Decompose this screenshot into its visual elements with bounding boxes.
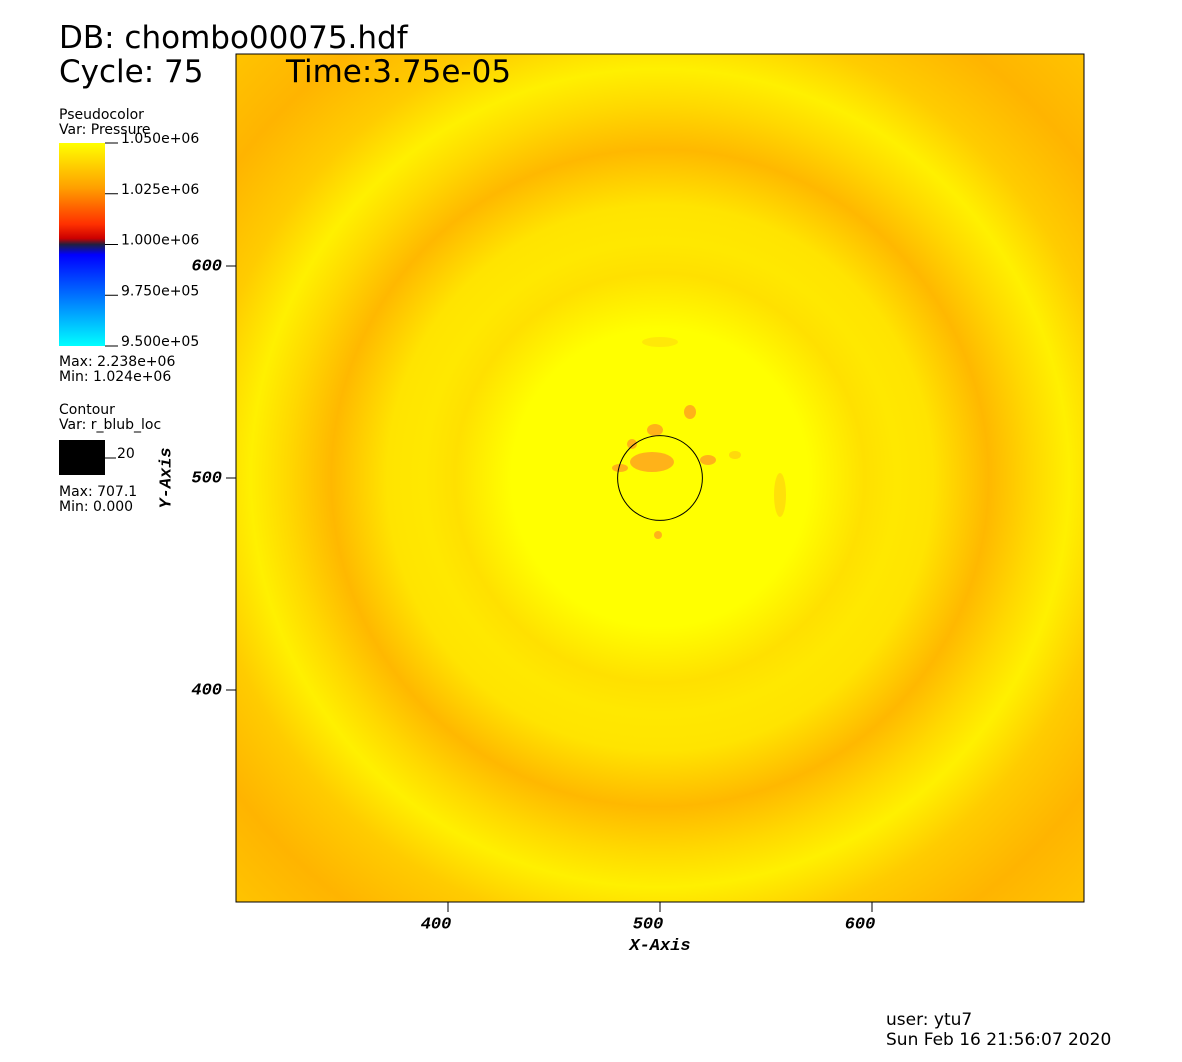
- color-bar: [59, 143, 105, 346]
- x-axis-label: X-Axis: [628, 937, 690, 956]
- legend-var: Var: Pressure: [59, 122, 151, 138]
- legend-min: Min: 1.024e+06: [59, 369, 171, 385]
- y-tick-label: 400: [191, 681, 222, 700]
- contour-title: Contour: [59, 402, 115, 418]
- colorbar-tick-label: 1.000e+06: [121, 233, 199, 249]
- colorbar-tick-label: 9.750e+05: [121, 283, 199, 299]
- contour-max: Max: 707.1: [59, 484, 137, 500]
- db-label: DB: chombo00075.hdf: [59, 20, 409, 56]
- blob: [612, 337, 786, 539]
- plot-area: [236, 54, 1084, 902]
- y-axis-label: Y-Axis: [157, 447, 176, 508]
- time-label: Time:3.75e-05: [285, 54, 511, 90]
- legend-max: Max: 2.238e+06: [59, 354, 175, 370]
- contour-var: Var: r_blub_loc: [59, 417, 161, 433]
- contour-line: [617, 435, 703, 521]
- colorbar-tick-label: 9.500e+05: [121, 334, 199, 350]
- user-label: user: ytu7: [886, 1010, 972, 1030]
- contour-swatch: [59, 440, 105, 475]
- x-tick-label: 500: [633, 915, 664, 934]
- colorbar-tick-label: 1.025e+06: [121, 182, 199, 198]
- colorbar-tick-label: 1.050e+06: [121, 131, 199, 147]
- contour-min: Min: 0.000: [59, 499, 133, 515]
- y-tick-label: 600: [191, 257, 222, 276]
- contour-level-label: 20: [117, 446, 135, 462]
- x-tick-label: 600: [845, 915, 876, 934]
- legend-title: Pseudocolor: [59, 107, 144, 123]
- cycle-label: Cycle: 75: [59, 54, 203, 90]
- date-label: Sun Feb 16 21:56:07 2020: [886, 1030, 1111, 1050]
- x-tick-label: 400: [421, 915, 452, 934]
- pressure-field: [236, 54, 1084, 902]
- y-tick-label: 500: [191, 469, 222, 488]
